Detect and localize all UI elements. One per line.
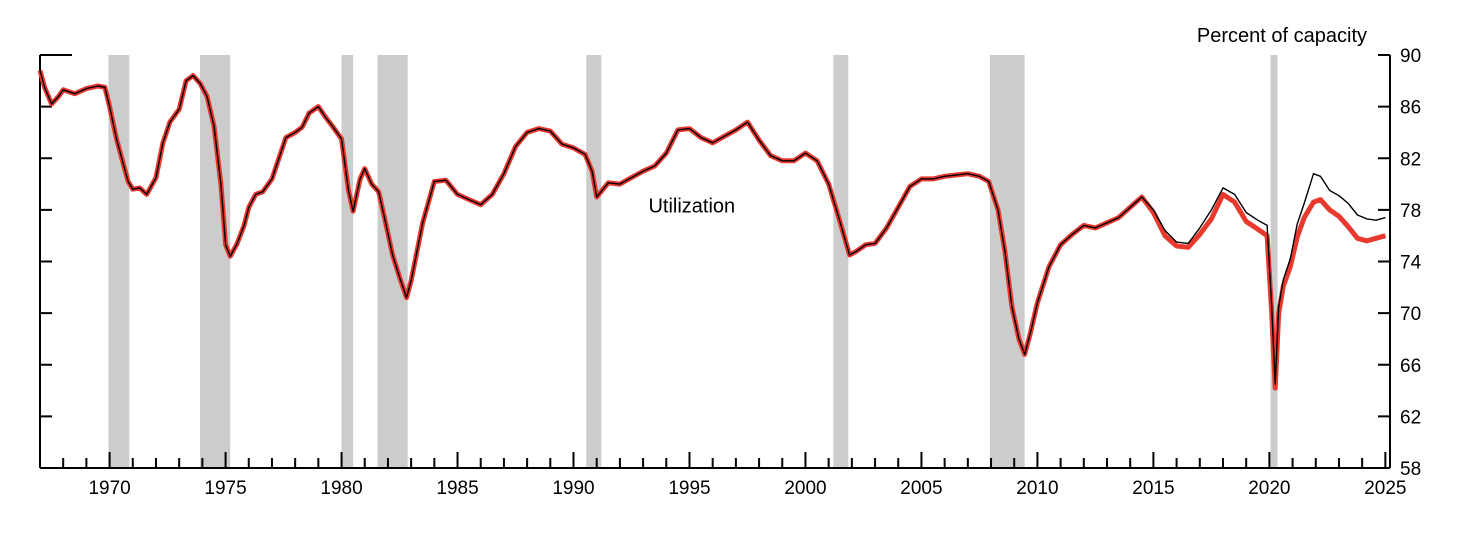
recession-band-5 [833, 55, 849, 468]
labels-group: 58 62 66 70 74 78 82 86 90 1970 1975 1980 1985 1990 19… [88, 25, 1421, 499]
y-tick-label-82: 82 [1400, 149, 1421, 170]
series-b-line [37, 69, 1387, 391]
y-tick-label-78: 78 [1400, 201, 1421, 222]
x-tick-label-1990: 1990 [552, 478, 594, 499]
recession-shading-group [108, 55, 1278, 468]
x-tick-label-1985: 1985 [436, 478, 478, 499]
y-axis-label: Percent of capacity [1197, 25, 1367, 47]
y-tick-label-62: 62 [1400, 407, 1421, 428]
x-tick-label-1975: 1975 [204, 478, 246, 499]
series-group [37, 69, 1387, 391]
x-tick-label-2010: 2010 [1016, 478, 1058, 499]
recession-band-4 [586, 55, 602, 468]
y-tick-label-74: 74 [1400, 253, 1422, 274]
recession-band-7 [1270, 55, 1278, 468]
recession-band-2 [341, 55, 354, 468]
y-tick-label-86: 86 [1400, 98, 1421, 119]
x-tick-label-1980: 1980 [320, 478, 362, 499]
x-tick-label-1970: 1970 [88, 478, 130, 499]
x-tick-label-2020: 2020 [1248, 478, 1290, 499]
x-tick-label-2015: 2015 [1132, 478, 1174, 499]
y-tick-label-70: 70 [1400, 304, 1421, 325]
x-tick-label-2005: 2005 [900, 478, 942, 499]
series-a-line [39, 70, 1386, 385]
axes-group [39, 54, 1391, 469]
recession-band-1 [200, 55, 231, 468]
annotation-0: Utilization [648, 195, 735, 217]
x-tick-label-2000: 2000 [784, 478, 826, 499]
x-tick-label-1995: 1995 [668, 478, 710, 499]
y-tick-label-58: 58 [1400, 459, 1421, 480]
y-tick-label-90: 90 [1400, 46, 1421, 67]
y-tick-label-66: 66 [1400, 356, 1421, 377]
x-tick-label-2025: 2025 [1364, 478, 1406, 499]
